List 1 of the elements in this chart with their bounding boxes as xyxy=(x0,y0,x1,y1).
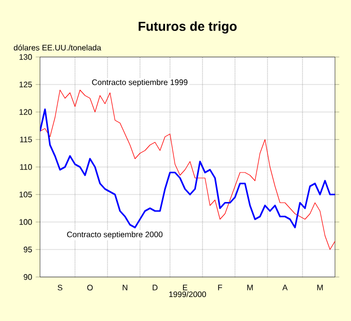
chart-title: Futuros de trigo xyxy=(138,21,237,34)
